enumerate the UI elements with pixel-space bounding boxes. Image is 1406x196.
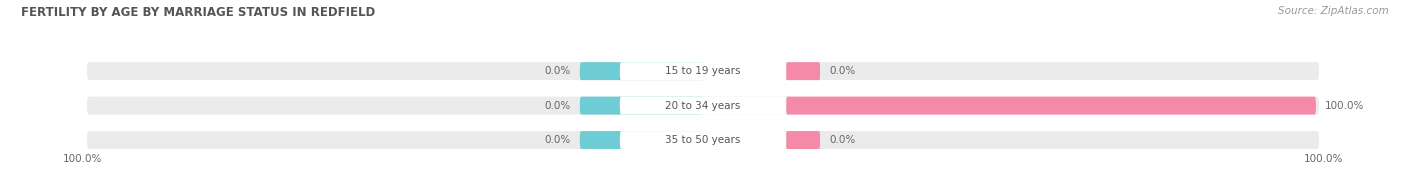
Text: 0.0%: 0.0% <box>830 135 855 145</box>
Text: 100.0%: 100.0% <box>1305 154 1344 164</box>
Text: 20 to 34 years: 20 to 34 years <box>665 101 741 111</box>
FancyBboxPatch shape <box>786 131 820 149</box>
FancyBboxPatch shape <box>579 97 703 114</box>
Text: 0.0%: 0.0% <box>830 66 855 76</box>
Text: 0.0%: 0.0% <box>544 135 571 145</box>
FancyBboxPatch shape <box>579 131 703 149</box>
Text: 100.0%: 100.0% <box>62 154 101 164</box>
FancyBboxPatch shape <box>620 131 786 149</box>
FancyBboxPatch shape <box>620 97 786 114</box>
Text: 0.0%: 0.0% <box>544 101 571 111</box>
Text: 35 to 50 years: 35 to 50 years <box>665 135 741 145</box>
Text: Source: ZipAtlas.com: Source: ZipAtlas.com <box>1278 6 1389 16</box>
FancyBboxPatch shape <box>620 62 786 80</box>
FancyBboxPatch shape <box>786 62 820 80</box>
FancyBboxPatch shape <box>87 131 1319 149</box>
FancyBboxPatch shape <box>786 97 1316 114</box>
FancyBboxPatch shape <box>87 62 1319 80</box>
FancyBboxPatch shape <box>579 62 703 80</box>
Text: FERTILITY BY AGE BY MARRIAGE STATUS IN REDFIELD: FERTILITY BY AGE BY MARRIAGE STATUS IN R… <box>21 6 375 19</box>
Text: 15 to 19 years: 15 to 19 years <box>665 66 741 76</box>
Text: 0.0%: 0.0% <box>544 66 571 76</box>
FancyBboxPatch shape <box>87 97 1319 114</box>
Legend: Married, Unmarried: Married, Unmarried <box>628 195 778 196</box>
Text: 100.0%: 100.0% <box>1324 101 1364 111</box>
